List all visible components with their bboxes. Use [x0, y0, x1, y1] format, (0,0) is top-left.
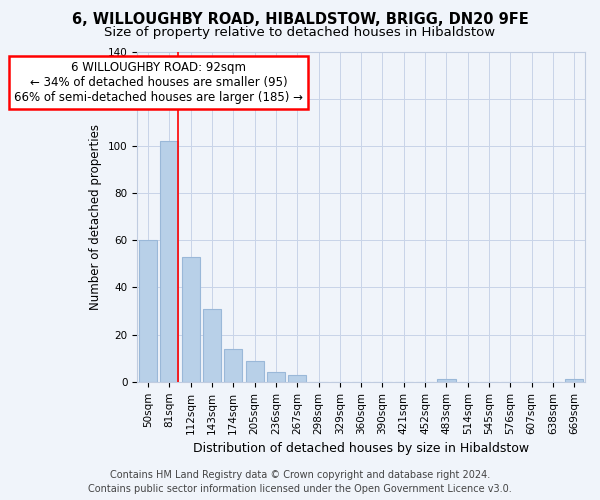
- Text: Size of property relative to detached houses in Hibaldstow: Size of property relative to detached ho…: [104, 26, 496, 39]
- Bar: [224, 349, 242, 382]
- Text: 6, WILLOUGHBY ROAD, HIBALDSTOW, BRIGG, DN20 9FE: 6, WILLOUGHBY ROAD, HIBALDSTOW, BRIGG, D…: [71, 12, 529, 28]
- Bar: [182, 257, 200, 382]
- Bar: [437, 380, 455, 382]
- Bar: [288, 374, 306, 382]
- Bar: [139, 240, 157, 382]
- Bar: [267, 372, 285, 382]
- X-axis label: Distribution of detached houses by size in Hibaldstow: Distribution of detached houses by size …: [193, 442, 529, 455]
- Bar: [203, 308, 221, 382]
- Y-axis label: Number of detached properties: Number of detached properties: [89, 124, 103, 310]
- Bar: [245, 360, 263, 382]
- Bar: [565, 380, 583, 382]
- Text: Contains HM Land Registry data © Crown copyright and database right 2024.
Contai: Contains HM Land Registry data © Crown c…: [88, 470, 512, 494]
- Bar: [160, 141, 178, 382]
- Text: 6 WILLOUGHBY ROAD: 92sqm
← 34% of detached houses are smaller (95)
66% of semi-d: 6 WILLOUGHBY ROAD: 92sqm ← 34% of detach…: [14, 61, 303, 104]
